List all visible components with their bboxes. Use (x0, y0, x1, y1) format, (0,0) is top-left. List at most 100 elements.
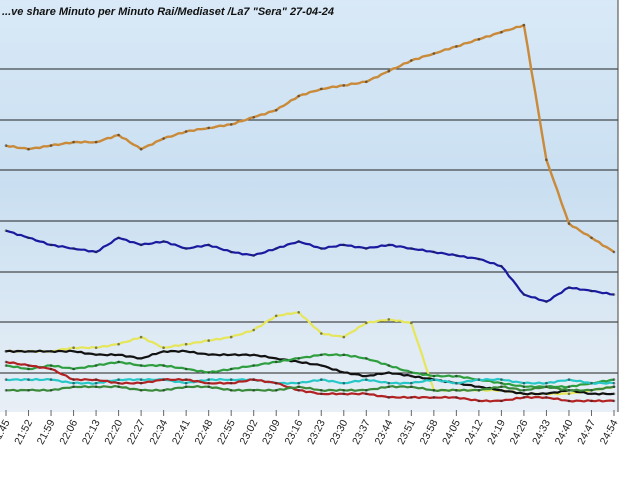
data-point (27, 367, 30, 371)
data-point (320, 353, 323, 357)
data-point (365, 389, 368, 392)
data-point (612, 378, 616, 381)
data-point (387, 243, 391, 247)
x-tick-label: 23:58 (418, 418, 441, 447)
data-point (455, 45, 458, 48)
data-point (590, 389, 593, 392)
data-point (274, 108, 278, 112)
data-point (297, 360, 301, 364)
data-point (252, 254, 255, 257)
data-point (27, 364, 30, 367)
data-point (612, 392, 616, 396)
data-point (94, 353, 98, 357)
x-tick-label: 22:41 (170, 418, 193, 447)
data-point (545, 392, 548, 396)
data-point (297, 311, 301, 314)
data-point (274, 389, 278, 392)
data-point (207, 371, 210, 374)
data-point (162, 378, 165, 381)
data-point (72, 378, 75, 381)
data-point (297, 240, 301, 243)
data-point (94, 140, 98, 144)
data-point (252, 353, 255, 357)
data-point (387, 364, 391, 367)
data-point (500, 264, 503, 268)
data-point (342, 243, 346, 247)
data-point (184, 385, 188, 389)
data-point (207, 126, 210, 130)
series-line (5, 353, 615, 389)
data-point (184, 367, 188, 371)
data-point (612, 381, 616, 385)
data-point (387, 69, 391, 73)
plot-background (0, 0, 618, 412)
data-point (320, 332, 323, 335)
data-point (545, 396, 548, 399)
data-point (94, 385, 98, 389)
data-point (162, 240, 165, 243)
data-point (410, 59, 413, 62)
data-point (432, 396, 436, 399)
x-tick-label: 24:33 (530, 418, 553, 447)
data-point (27, 378, 30, 381)
data-point (139, 357, 143, 360)
data-point (455, 396, 458, 399)
data-point (342, 381, 346, 385)
data-point (27, 389, 30, 392)
x-tick-label: 21:45 (0, 418, 13, 447)
data-point (117, 360, 120, 364)
data-point (94, 250, 98, 254)
data-point (274, 381, 278, 385)
data-point (567, 389, 571, 392)
series-line (6, 385, 615, 392)
data-point (252, 116, 255, 119)
data-point (590, 381, 593, 385)
data-point (207, 381, 210, 385)
data-point (207, 378, 210, 381)
data-point (522, 392, 526, 396)
data-point (162, 346, 165, 350)
data-point (365, 247, 368, 250)
data-point (477, 257, 481, 261)
data-point (477, 378, 481, 381)
x-tick-label: 21:52 (12, 418, 35, 447)
data-point (432, 378, 436, 381)
data-point (567, 286, 571, 289)
data-point (94, 364, 98, 367)
data-point (162, 389, 165, 392)
x-tick-label: 22:13 (80, 418, 103, 447)
data-point (229, 367, 233, 371)
x-tick-label: 24:54 (598, 418, 621, 447)
data-point (297, 381, 301, 385)
x-tick-label: 23:51 (395, 418, 418, 447)
data-point (365, 357, 368, 360)
data-point (342, 371, 346, 374)
data-point (432, 52, 436, 55)
data-point (567, 222, 571, 225)
x-tick-label: 23:23 (305, 418, 328, 447)
data-point (4, 378, 8, 381)
data-point (522, 389, 526, 392)
chart-title: ...ve share Minuto per Minuto Rai/Medias… (2, 6, 334, 18)
data-point (297, 357, 301, 360)
data-point (590, 399, 593, 403)
data-point (365, 374, 368, 378)
data-point (612, 250, 616, 254)
data-point (27, 236, 30, 240)
data-point (410, 374, 413, 378)
data-point (229, 378, 233, 381)
data-point (117, 385, 120, 389)
data-point (4, 229, 8, 232)
data-point (117, 133, 120, 137)
data-point (410, 321, 413, 325)
x-tick-label: 24:47 (575, 418, 598, 447)
data-point (117, 381, 120, 385)
data-point (162, 364, 165, 367)
data-point (432, 250, 436, 254)
data-point (477, 389, 481, 392)
data-point (365, 80, 368, 84)
data-point (455, 254, 458, 257)
data-point (49, 378, 53, 381)
data-point (500, 399, 503, 403)
